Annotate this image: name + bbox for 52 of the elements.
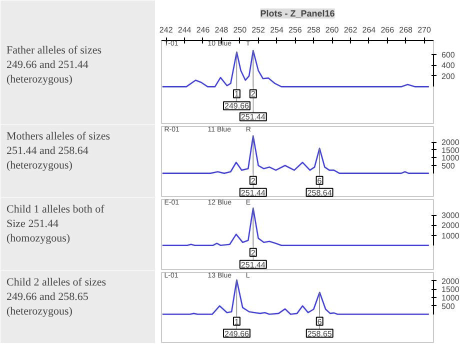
x-tick-label: 260 [325,26,340,34]
x-tick-label: 248 [214,26,229,34]
y-tick-label: 2000 [442,221,460,230]
y-tick-label: 1000 [442,231,460,240]
y-tick-label: 3000 [442,211,460,220]
annotation: 258.64 [307,188,332,198]
line-series [162,279,430,315]
annotation: 249.66 [224,102,250,111]
annotation: 251.44 [240,112,266,122]
annotation: 6 [317,317,322,326]
line-series [162,208,430,246]
text: Father alleles of sizes 249.66 and 251.44 (heterozygous) [6,44,102,86]
text: Mothers alleles of sizes 251.44 and 258.64 (heterozygous) [6,130,110,172]
chart-title: Plots - Z_Panel16 [260,8,335,18]
x-tick-label: 242 [159,26,174,34]
x-tick-label: 264 [362,26,376,34]
line-series [162,50,430,88]
y-tick-label: 1000 [442,294,460,303]
annotation: 249.66 [224,329,250,338]
y-tick-label: 1000 [442,154,460,163]
y-tick-label: 1500 [442,146,460,155]
x-tick-label: 258 [306,26,321,34]
text: Child 2 alleles of sizes 249.66 and 258.65 (heterozygous) [6,276,106,318]
annotation: 1 [234,317,240,326]
y-tick-label: 500 [442,302,456,311]
x-tick-label: 254 [270,26,284,34]
annotation: 251.44 [240,188,266,198]
x-tick-label: 256 [288,26,302,34]
y-tick-label: 1500 [442,285,460,294]
line-series [162,135,430,174]
x-tick-label: 266 [380,26,395,34]
x-tick-label: 244 [178,26,192,34]
y-tick-label: 2000 [442,276,460,286]
annotation: 2 [250,248,256,258]
annotation: 1 [234,90,240,99]
annotation: 6 [317,176,322,186]
annotation: 2 [250,176,256,186]
annotation: 2 [250,90,256,99]
x-tick-label: 262 [344,26,358,34]
y-tick-label: 500 [442,162,456,171]
text: Child 1 alleles both of Size 251.44 (homozygous) [6,204,105,244]
x-tick-label: 252 [252,26,266,34]
y-tick-label: 400 [442,61,456,70]
y-tick-label: 600 [442,50,456,60]
x-tick-label: 246 [196,26,210,34]
x-tick-label: 270 [418,26,432,34]
y-tick-label: 2000 [442,138,460,148]
annotation: 258.65 [307,329,332,338]
x-tick-label: 268 [399,26,414,34]
x-tick-label: 250 [233,26,248,34]
annotation: 251.44 [240,260,266,270]
y-tick-label: 200 [442,72,456,81]
